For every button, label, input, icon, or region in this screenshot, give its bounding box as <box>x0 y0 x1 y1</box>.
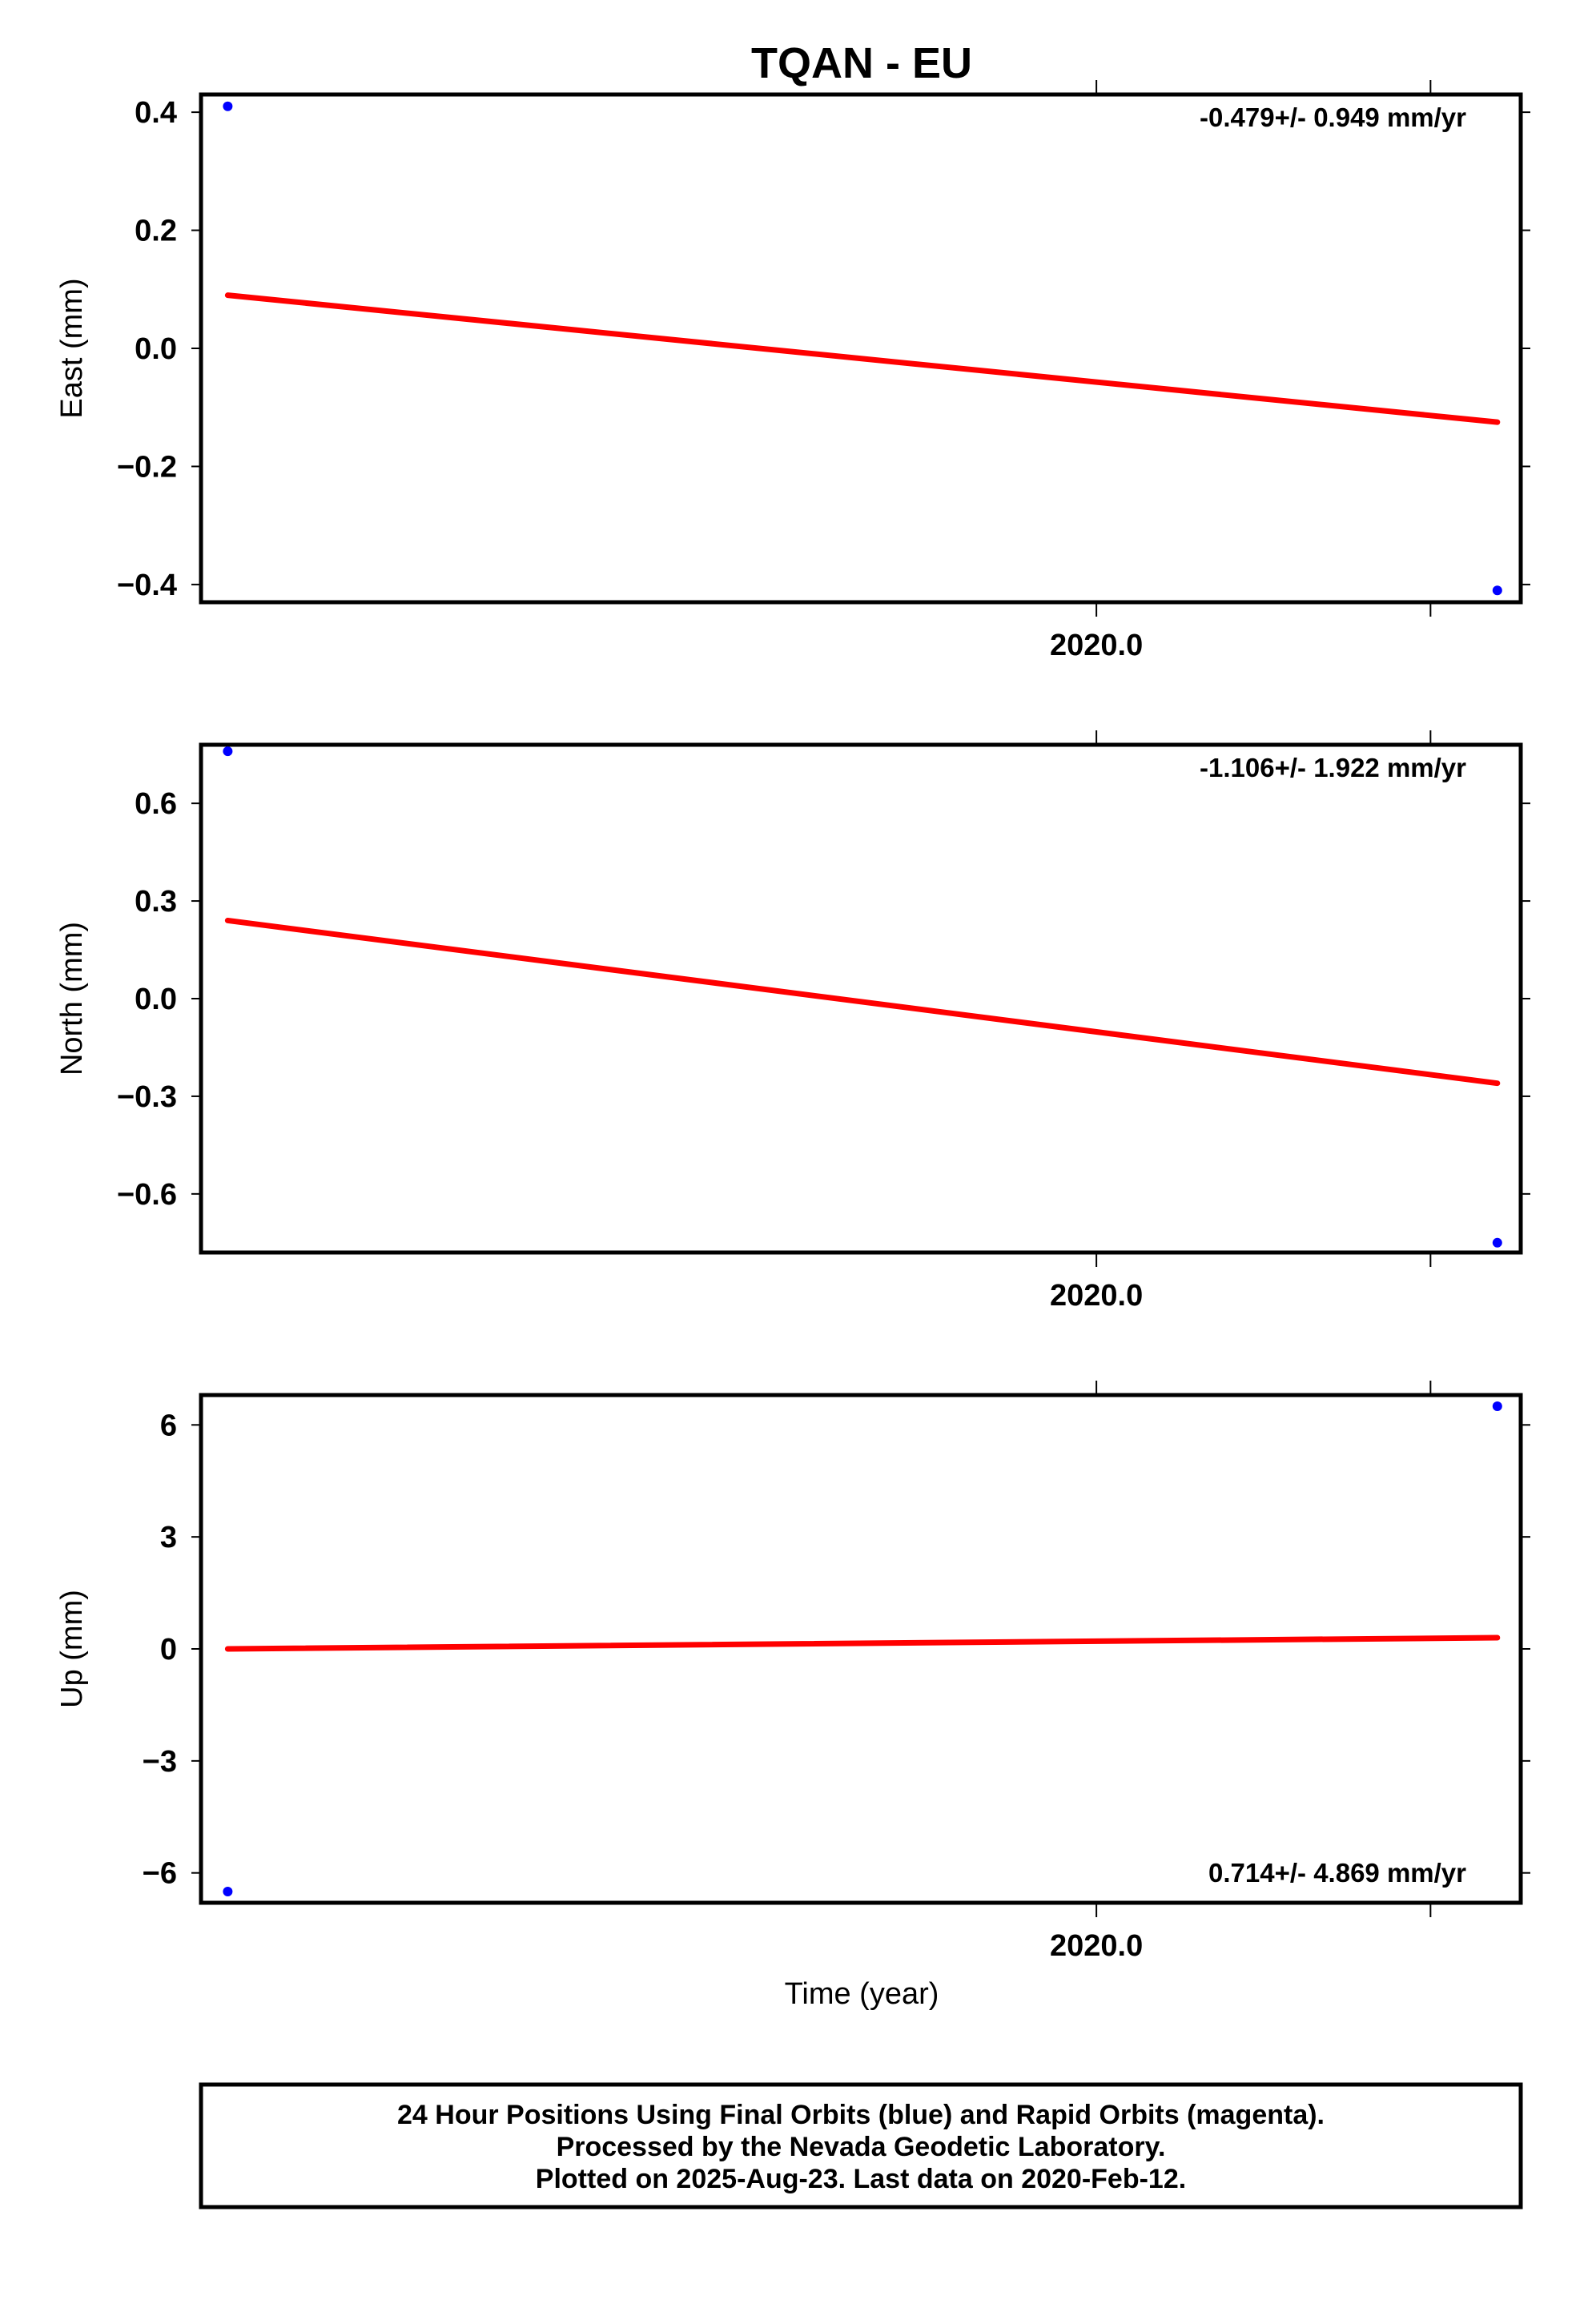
data-point <box>223 746 233 757</box>
caption-line-1: 24 Hour Positions Using Final Orbits (bl… <box>397 2100 1325 2130</box>
y-axis-label: East (mm) <box>55 278 89 418</box>
y-tick-label: 6 <box>160 1409 177 1442</box>
y-tick-label: −3 <box>143 1745 177 1779</box>
panels-group: 0.4 0.2 0.0 −0.2 −0.4 2020.0 East (mm) -0.479+/… <box>55 80 1530 2011</box>
data-point <box>223 1887 233 1897</box>
plot-frame <box>199 742 1523 1255</box>
x-tick-label: 2020.0 <box>1050 1279 1143 1313</box>
panel-up: 6 3 0 −3 −6 2020.0 Up (mm) 0.714+/- 4.869 mm/yr… <box>55 1381 1530 2011</box>
figure-title: TQAN - EU <box>751 39 972 87</box>
y-axis-label: Up (mm) <box>55 1590 89 1708</box>
y-tick-label: 3 <box>160 1521 177 1554</box>
y-tick-label: 0.3 <box>135 885 177 919</box>
y-axis-label: North (mm) <box>55 922 89 1076</box>
y-tick-label: −0.4 <box>117 569 177 602</box>
caption-frame <box>199 2082 1523 2209</box>
x-axis-label: Time (year) <box>785 1977 939 2011</box>
caption-line-2: Processed by the Nevada Geodetic Laborat… <box>557 2132 1166 2162</box>
trend-line <box>224 1634 1501 1652</box>
x-tick-label: 2020.0 <box>1050 1929 1143 1963</box>
y-tick-label: 0.6 <box>135 787 177 821</box>
caption-line-3: Plotted on 2025-Aug-23. Last data on 202… <box>536 2164 1186 2194</box>
y-tick-label: 0.4 <box>135 96 177 130</box>
y-tick-label: 0 <box>160 1633 177 1667</box>
panel-north: 0.6 0.3 0.0 −0.3 −0.6 2020.0 North (mm) -1.106+… <box>55 730 1530 1313</box>
data-point <box>1492 1401 1502 1411</box>
trend-line <box>224 292 1501 425</box>
data-point <box>1492 585 1502 596</box>
y-tick-label: −0.2 <box>117 450 177 484</box>
x-tick-label: 2020.0 <box>1050 629 1143 662</box>
y-tick-label: 0.0 <box>135 332 177 366</box>
data-point <box>1492 1237 1502 1248</box>
caption-box: 24 Hour Positions Using Final Orbits (bl… <box>199 2082 1523 2209</box>
trend-line <box>224 917 1501 1087</box>
plot-frame <box>199 92 1523 605</box>
panel-east: 0.4 0.2 0.0 −0.2 −0.4 2020.0 East (mm) -0.479+/… <box>55 80 1530 662</box>
rate-label: -0.479+/- 0.949 mm/yr <box>1200 103 1466 132</box>
y-tick-label: 0.0 <box>135 983 177 1016</box>
rate-label: 0.714+/- 4.869 mm/yr <box>1208 1858 1466 1888</box>
y-tick-label: 0.2 <box>135 215 177 248</box>
y-tick-label: −6 <box>143 1857 177 1891</box>
data-point <box>223 101 233 111</box>
y-tick-label: −0.6 <box>117 1178 177 1212</box>
y-tick-label: −0.3 <box>117 1080 177 1114</box>
rate-label: -1.106+/- 1.922 mm/yr <box>1200 753 1466 782</box>
